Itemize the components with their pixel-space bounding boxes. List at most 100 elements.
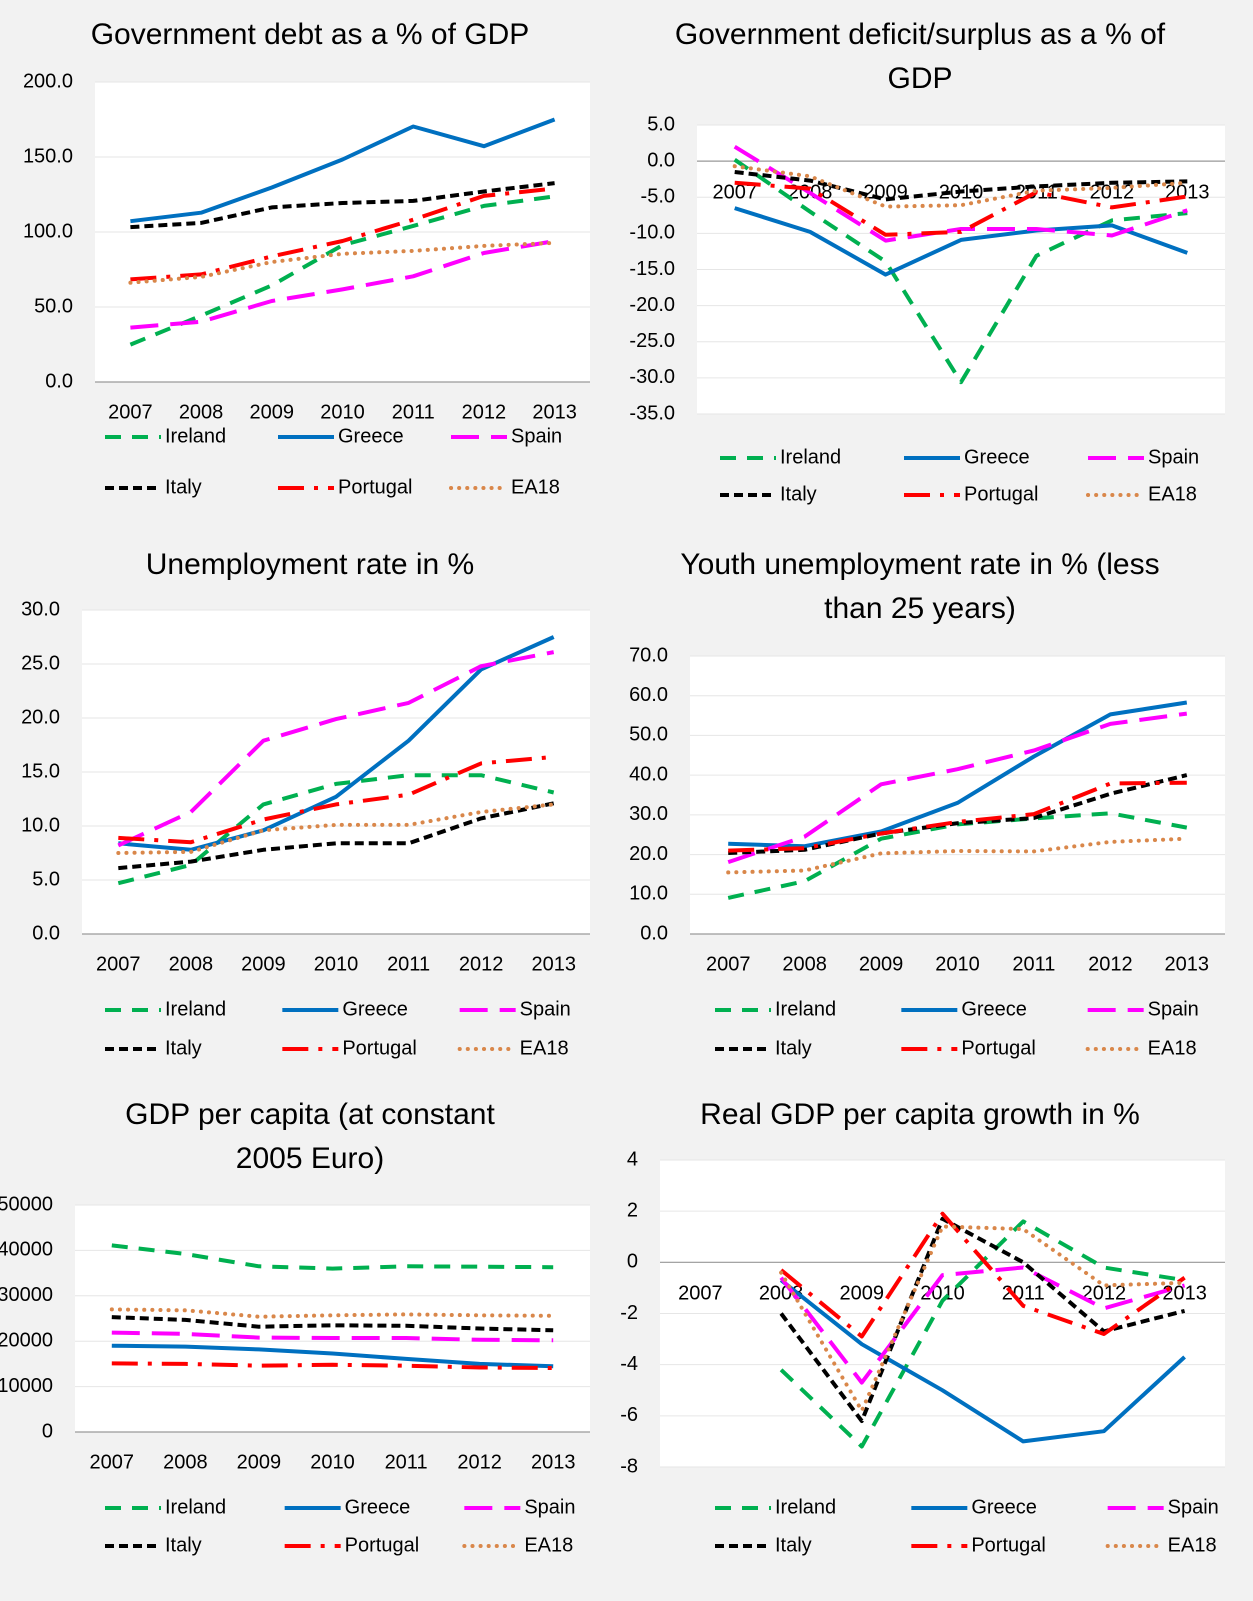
plot-area — [75, 1205, 590, 1432]
y-tick-label: 20.0 — [21, 706, 60, 728]
series-line — [111, 1315, 554, 1333]
series-line — [118, 754, 554, 845]
series-line — [734, 170, 1188, 202]
chart-panel: 0.0 5.0 10.0 15.0 20.0 25.0 30.0 2007 2008 2009 20… — [21, 598, 590, 1059]
y-tick-label: -35.0 — [629, 402, 675, 424]
y-tick-label: 10000 — [0, 1375, 53, 1397]
x-tick-label: 2007 — [96, 953, 141, 975]
y-tick-label: 5.0 — [647, 113, 675, 135]
series-line — [118, 635, 555, 852]
x-tick-label: 2010 — [935, 953, 980, 975]
chart-title: Real GDP per capita growth in % — [700, 1098, 1140, 1131]
x-tick-label: 2012 — [1082, 1283, 1127, 1305]
y-tick-label: 4 — [627, 1148, 638, 1170]
y-tick-label: 2 — [627, 1199, 638, 1221]
y-tick-label: 50.0 — [629, 724, 668, 746]
plot-area — [690, 656, 1225, 934]
series-line — [728, 773, 1188, 855]
legend-label: Greece — [961, 998, 1027, 1020]
y-tick-label: 50000 — [0, 1193, 53, 1215]
series-line — [130, 239, 555, 330]
x-tick-label: 2013 — [531, 1451, 576, 1473]
y-tick-label: 10.0 — [629, 883, 668, 905]
legend-label: Spain — [1148, 998, 1199, 1020]
series-line — [734, 206, 1188, 277]
chart-title: Government debt as a % of GDP — [90, 18, 530, 51]
legend-label: Portugal — [345, 1534, 420, 1556]
x-tick-label: 2009 — [859, 953, 904, 975]
y-tick-label: 10.0 — [21, 814, 60, 836]
y-tick-label: -4 — [620, 1353, 638, 1375]
y-tick-label: -8 — [620, 1455, 638, 1477]
legend-label: Italy — [775, 1037, 812, 1059]
y-tick-label: 70.0 — [629, 644, 668, 666]
x-tick-label: 2009 — [840, 1283, 885, 1305]
y-tick-label: 0.0 — [32, 922, 60, 944]
x-tick-label: 2013 — [531, 953, 576, 975]
series-line — [117, 650, 555, 848]
y-tick-label: -15.0 — [629, 258, 675, 280]
y-tick-label: -25.0 — [629, 330, 675, 352]
y-tick-label: 60.0 — [629, 684, 668, 706]
chart-title: Government deficit/surplus as a % of GDP — [674, 18, 1166, 95]
legend-label: Portugal — [338, 476, 413, 498]
x-tick-label: 2012 — [462, 401, 507, 423]
series-line — [111, 1343, 554, 1369]
y-tick-label: -30.0 — [629, 366, 675, 388]
x-tick-label: 2013 — [532, 401, 577, 423]
series-line — [733, 144, 1188, 243]
series-line — [130, 117, 556, 224]
series-line — [117, 773, 555, 886]
y-tick-label: -2 — [620, 1302, 638, 1324]
y-tick-label: 0 — [627, 1251, 638, 1273]
series-line — [727, 711, 1188, 864]
series-line — [779, 1216, 1186, 1423]
y-tick-label: 20000 — [0, 1329, 53, 1351]
legend-label: EA18 — [511, 476, 560, 498]
y-tick-label: 30.0 — [21, 598, 60, 620]
y-tick-label: 25.0 — [21, 652, 60, 674]
legend-label: Portugal — [961, 1037, 1035, 1059]
y-tick-label: 0 — [42, 1420, 53, 1442]
legend-label: Italy — [165, 1534, 202, 1556]
legend-label: Ireland — [165, 1496, 226, 1518]
y-tick-label: 150.0 — [23, 145, 73, 167]
x-tick-label: 2008 — [782, 953, 827, 975]
x-tick-label: 2011 — [1002, 1283, 1045, 1305]
x-tick-label: 2010 — [310, 1451, 355, 1473]
legend-label: Greece — [342, 998, 408, 1020]
legend-label: Greece — [345, 1496, 411, 1518]
legend-label: Italy — [780, 483, 817, 505]
legend-label: Spain — [511, 425, 562, 447]
series-line — [118, 801, 555, 871]
series-line — [734, 180, 1188, 237]
y-tick-label: 40000 — [0, 1239, 53, 1261]
series-line — [130, 186, 555, 282]
x-tick-label: 2011 — [392, 401, 435, 423]
y-tick-label: 5.0 — [32, 868, 60, 890]
legend-label: Greece — [964, 446, 1030, 468]
legend-label: Ireland — [165, 998, 226, 1020]
x-tick-label: 2012 — [1088, 953, 1133, 975]
legend-label: Ireland — [775, 998, 836, 1020]
x-tick-label: 2011 — [387, 953, 430, 975]
x-tick-label: 2007 — [108, 401, 153, 423]
chart-panel: -35.0 -30.0 -25.0 -20.0 -15.0 -10.0 -5.0 0.0 5.0… — [629, 113, 1225, 505]
chart-title: Youth unemployment rate in % (less than … — [680, 548, 1160, 625]
y-tick-label: -10.0 — [629, 222, 675, 244]
legend-label: Spain — [1148, 446, 1199, 468]
legend-label: Italy — [775, 1534, 812, 1556]
legend-label: Spain — [524, 1496, 575, 1518]
series-line — [116, 802, 556, 855]
legend-label: EA18 — [1148, 1037, 1197, 1059]
legend-label: Greece — [338, 425, 404, 447]
x-tick-label: 2013 — [1165, 953, 1210, 975]
x-tick-label: 2013 — [1162, 1283, 1207, 1305]
x-tick-label: 2008 — [163, 1451, 208, 1473]
legend-label: EA18 — [524, 1534, 573, 1556]
series-line — [779, 1278, 1186, 1444]
x-tick-label: 2007 — [90, 1451, 135, 1473]
x-tick-label: 2009 — [250, 401, 295, 423]
x-tick-label: 2008 — [169, 953, 214, 975]
